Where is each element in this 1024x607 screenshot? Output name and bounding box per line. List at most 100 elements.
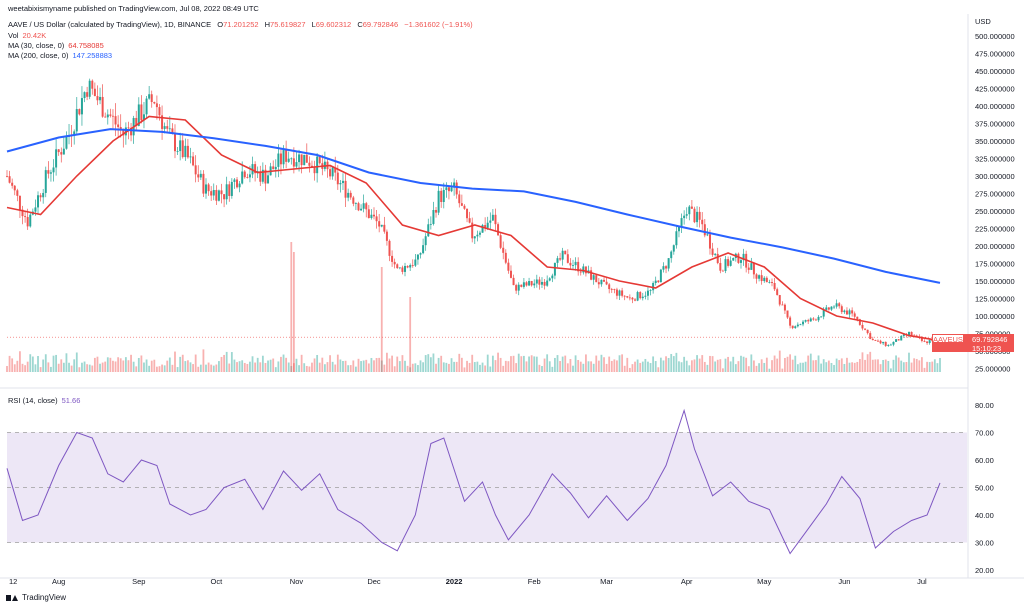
- volume-bar: [362, 360, 365, 372]
- rsi-tick-label: 40.00: [975, 511, 994, 520]
- volume-bar: [453, 361, 456, 372]
- candle-body: [99, 96, 102, 101]
- volume-bar: [931, 361, 934, 372]
- candle-body: [285, 150, 288, 162]
- volume-bar: [13, 364, 16, 372]
- volume-bar: [373, 360, 375, 372]
- high-value: 75.619827: [270, 20, 306, 29]
- last-price-tag: AAVEUSD 69.792846 15:10:23: [932, 334, 1014, 353]
- volume-bar: [504, 360, 507, 372]
- volume-bar: [476, 361, 479, 372]
- candle-body: [812, 318, 815, 320]
- volume-bar: [724, 358, 727, 372]
- volume-bar: [435, 363, 437, 372]
- candle-body: [385, 231, 388, 241]
- candle-body: [538, 279, 541, 285]
- volume-bar: [303, 363, 306, 372]
- volume-bar: [644, 358, 647, 372]
- volume-bar: [176, 367, 179, 372]
- candle-body: [375, 216, 378, 222]
- volume-bar: [600, 354, 603, 372]
- volume-bar: [73, 359, 76, 372]
- volume-bar: [753, 360, 755, 372]
- volume-bar: [530, 355, 533, 372]
- candle-body: [161, 115, 164, 129]
- candle-body: [481, 225, 484, 233]
- candle-body: [768, 282, 771, 283]
- volume-bar: [285, 357, 288, 372]
- volume-bar: [300, 354, 303, 372]
- price-tick-label: 175.000000: [975, 260, 1015, 269]
- candle-body: [721, 270, 724, 272]
- volume-bar: [773, 355, 776, 372]
- candle-body: [572, 265, 575, 266]
- volume-bar: [427, 354, 430, 372]
- candle-body: [515, 285, 518, 291]
- volume-bar: [202, 349, 205, 372]
- candle-body: [290, 158, 293, 160]
- volume-bar: [822, 359, 825, 372]
- candle-body: [644, 295, 647, 297]
- ohlc-values: O71.201252 H75.619827 L69.602312 C69.792…: [217, 20, 476, 29]
- ma30-value: 64.758085: [68, 41, 104, 50]
- volume-bar: [649, 363, 652, 372]
- volume-bar: [189, 362, 192, 372]
- volume-bar: [344, 360, 347, 372]
- volume-bar: [639, 362, 642, 372]
- volume-bar: [675, 352, 678, 372]
- candle-body: [662, 266, 665, 270]
- candle-body: [559, 258, 562, 260]
- candle-body: [360, 208, 363, 211]
- candle-body: [478, 232, 481, 235]
- candle-body: [714, 253, 717, 255]
- volume-bar: [8, 355, 11, 372]
- volume-bar: [228, 363, 231, 372]
- candle-body: [535, 279, 538, 284]
- candle-body: [287, 158, 290, 162]
- candle-body: [388, 240, 391, 256]
- volume-bar: [750, 354, 753, 372]
- volume-bar: [703, 361, 706, 372]
- volume-bar: [585, 354, 587, 372]
- candle-body: [127, 127, 130, 129]
- candle-body: [225, 184, 228, 200]
- volume-bar: [587, 361, 590, 372]
- volume-bar: [347, 365, 350, 372]
- candle-body: [551, 275, 554, 279]
- candle-body: [675, 231, 678, 246]
- candle-body: [569, 262, 572, 266]
- candle-body: [453, 182, 456, 188]
- candle-body: [698, 211, 701, 220]
- volume-bar: [104, 361, 107, 372]
- volume-bar: [179, 356, 182, 372]
- volume-bar: [693, 359, 696, 372]
- volume-bar: [130, 354, 132, 372]
- volume-bar: [719, 359, 722, 372]
- volume-bar: [522, 355, 525, 372]
- volume-bar: [290, 242, 293, 372]
- price-tick-label: 350.000000: [975, 137, 1015, 146]
- candle-body: [776, 289, 779, 296]
- volume-bar: [16, 360, 19, 372]
- candle-body: [892, 341, 895, 345]
- close-label: C: [357, 20, 363, 29]
- candle-body: [6, 176, 8, 177]
- volume-bar: [308, 366, 311, 372]
- volume-bar: [833, 364, 835, 372]
- volume-bar: [448, 363, 450, 372]
- candle-body: [223, 194, 226, 200]
- volume-bar: [174, 351, 176, 372]
- volume-bar: [874, 359, 877, 372]
- volume-bar: [212, 365, 215, 372]
- candle-body: [590, 270, 593, 280]
- volume-bar: [889, 368, 892, 372]
- volume-bar: [210, 364, 213, 372]
- candle-body: [683, 215, 686, 219]
- volume-bar: [44, 354, 47, 372]
- time-tick-label: Dec: [367, 577, 381, 586]
- volume-bar: [861, 352, 864, 372]
- candle-body: [840, 306, 843, 313]
- volume-bar: [166, 360, 169, 372]
- candle-body: [308, 162, 311, 166]
- volume-bar: [114, 361, 117, 372]
